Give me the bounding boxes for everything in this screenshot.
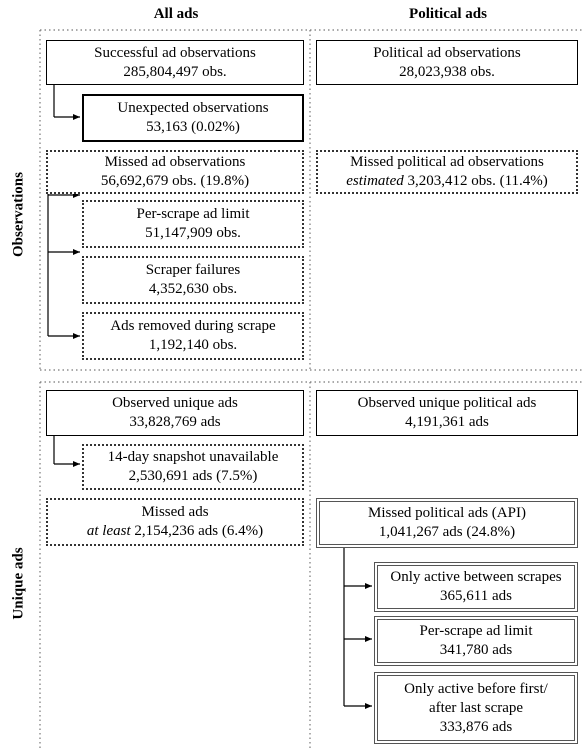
missed-ads-title: Missed ads xyxy=(141,504,209,520)
missed-ads-qualifier: at least xyxy=(86,523,131,539)
political-title: Political ad observations xyxy=(373,44,521,61)
missed-political-observations-box: Missed political ad observations estimat… xyxy=(316,150,578,194)
missed-ads-line: at least 2,154,236 ads (6.4%) xyxy=(87,522,263,541)
missed-obs-value: 56,692,679 obs. (19.8%) xyxy=(100,173,250,189)
unexpected-value: 53,163 (0.02%) xyxy=(146,119,240,135)
removed-during-title: Ads removed during scrape xyxy=(110,318,276,334)
successful-ad-observations-box: Successful ad observations 285,804,497 o… xyxy=(46,40,304,85)
observed-unique-ads-box: Observed unique ads 33,828,769 ads xyxy=(46,390,304,436)
observed-unique-political-value: 4,191,361 ads xyxy=(405,414,489,430)
ads-removed-during-scrape-box: Ads removed during scrape 1,192,140 obs. xyxy=(82,312,304,360)
unexpected-title: Unexpected observations xyxy=(117,100,269,116)
per-scrape-obs-title: Per-scrape ad limit xyxy=(136,206,250,222)
political-ad-observations-box: Political ad observations 28,023,938 obs… xyxy=(316,40,578,85)
missed-political-obs-line: estimated 3,203,412 obs. (11.4%) xyxy=(346,172,548,191)
per-scrape-ads-title: Per-scrape ad limit xyxy=(419,623,533,639)
missed-ads-box: Missed ads at least 2,154,236 ads (6.4%) xyxy=(46,498,304,546)
snapshot-unavailable-box: 14-day snapshot unavailable 2,530,691 ad… xyxy=(82,444,304,490)
unexpected-observations-box: Unexpected observations 53,163 (0.02%) xyxy=(82,94,304,142)
successful-title: Successful ad observations xyxy=(94,44,256,61)
missed-political-ads-api-box: Missed political ads (API) 1,041,267 ads… xyxy=(316,498,578,548)
missed-ads-value: 2,154,236 ads (6.4%) xyxy=(130,523,264,539)
missed-political-obs-title: Missed political ad observations xyxy=(350,154,544,170)
observed-unique-political-ads-box: Observed unique political ads 4,191,361 … xyxy=(316,390,578,436)
successful-value: 285,804,497 obs. xyxy=(123,63,227,80)
before-after-line1: Only active before first/ xyxy=(404,680,548,697)
header-all-ads: All ads xyxy=(153,6,199,22)
missed-ad-observations-box: Missed ad observations 56,692,679 obs. (… xyxy=(46,150,304,194)
before-after-line2: after last scrape xyxy=(428,699,524,716)
observed-unique-value: 33,828,769 ads xyxy=(129,414,221,430)
per-scrape-ads-value: 341,780 ads xyxy=(439,642,513,658)
observed-unique-title: Observed unique ads xyxy=(112,395,238,411)
missed-political-ads-title: Missed political ads (API) xyxy=(368,505,526,521)
only-between-title: Only active between scrapes xyxy=(390,569,562,585)
removed-during-value: 1,192,140 obs. xyxy=(148,337,238,353)
only-between-value: 365,611 ads xyxy=(440,588,512,604)
political-value: 28,023,938 obs. xyxy=(399,63,495,80)
missed-obs-title: Missed ad observations xyxy=(104,154,246,170)
snapshot-unavailable-value: 2,530,691 ads (7.5%) xyxy=(128,468,258,484)
scraper-failures-box: Scraper failures 4,352,630 obs. xyxy=(82,256,304,304)
missed-political-obs-value: 3,203,412 obs. (11.4%) xyxy=(403,173,548,189)
header-political-ads: Political ads xyxy=(409,6,487,22)
missed-political-obs-qualifier: estimated xyxy=(346,173,404,189)
missed-political-ads-value: 1,041,267 ads (24.8%) xyxy=(378,524,516,540)
only-active-between-scrapes-box: Only active between scrapes 365,611 ads xyxy=(374,562,578,612)
before-after-value: 333,876 ads xyxy=(439,718,513,735)
scraper-failures-value: 4,352,630 obs. xyxy=(148,281,238,297)
per-scrape-obs-value: 51,147,909 obs. xyxy=(145,225,241,241)
before-first-after-last-box: Only active before first/ after last scr… xyxy=(374,672,578,744)
observed-unique-political-title: Observed unique political ads xyxy=(357,395,537,411)
per-scrape-limit-ads-box: Per-scrape ad limit 341,780 ads xyxy=(374,616,578,666)
scraper-failures-title: Scraper failures xyxy=(145,262,241,278)
per-scrape-limit-obs-box: Per-scrape ad limit 51,147,909 obs. xyxy=(82,200,304,248)
snapshot-unavailable-title: 14-day snapshot unavailable xyxy=(107,449,279,465)
